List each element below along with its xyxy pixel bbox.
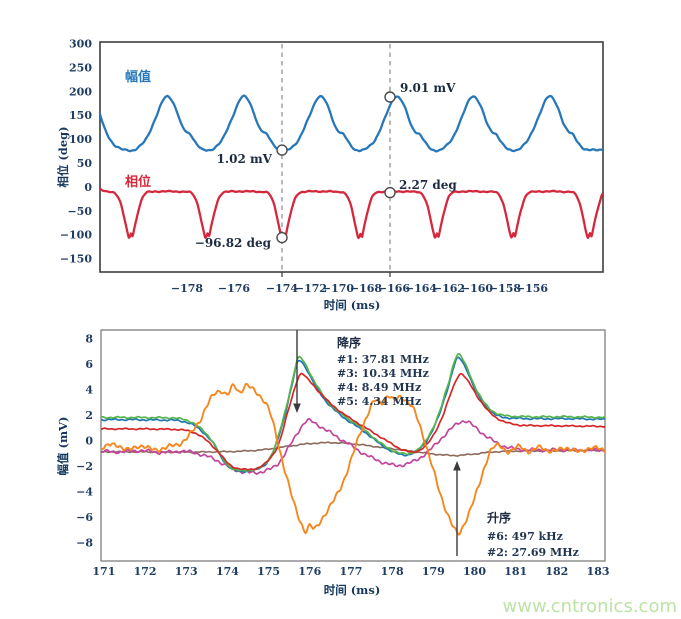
tick-label: 0 xyxy=(85,434,93,447)
marker-label-peak: 9.01 mV xyxy=(400,81,456,95)
marker-amplitude-peak-point xyxy=(384,91,396,103)
series-green xyxy=(101,353,605,473)
tick-label: 176 xyxy=(298,565,321,578)
ascending-item-2: #2: 27.69 MHz xyxy=(487,546,579,559)
descending-item-4: #5: 4.34 MHz xyxy=(337,395,421,408)
tick-label: 6 xyxy=(85,358,93,371)
tick-label: −162 xyxy=(433,282,465,295)
tick-label: −8 xyxy=(76,536,93,549)
tick-label: −150 xyxy=(60,253,93,266)
marker-phase-dip-point xyxy=(276,231,288,244)
tick-label: 171 xyxy=(92,565,115,578)
tick-label: −172 xyxy=(295,282,327,295)
tick-label: 50 xyxy=(77,157,93,170)
tick-label: −160 xyxy=(461,282,494,295)
descending-item-2: #3: 10.34 MHz xyxy=(337,367,429,380)
tick-label: 2 xyxy=(85,409,93,422)
series-phase xyxy=(100,187,603,240)
tick-label: 182 xyxy=(545,565,568,578)
top-series-curves xyxy=(100,94,603,240)
tick-label: −50 xyxy=(67,205,92,218)
tick-label: −176 xyxy=(218,282,251,295)
tick-label: −156 xyxy=(516,282,549,295)
descending-item-3: #4: 8.49 MHz xyxy=(337,381,421,394)
phase-series-label: 相位 xyxy=(125,174,151,190)
top-y-axis-title: 相位 (deg) xyxy=(56,126,70,187)
series-orange xyxy=(101,382,605,536)
tick-label: −6 xyxy=(76,511,93,524)
descending-item-1: #1: 37.81 MHz xyxy=(337,353,429,366)
ascending-arrow xyxy=(453,461,461,556)
tick-label: −178 xyxy=(171,282,204,295)
tick-label: 177 xyxy=(339,565,362,578)
top-chart: −178 −176 −174−172−170−168−166−164−162−160… xyxy=(56,37,604,312)
ascending-item-1: #6: 497 kHz xyxy=(487,530,563,543)
tick-label: 180 xyxy=(463,565,486,578)
top-axis-tick-labels: −178 −176 −174−172−170−168−166−164−162−160… xyxy=(60,37,549,295)
tick-label: 172 xyxy=(134,565,157,578)
tick-label: 4 xyxy=(85,383,93,396)
tick-label: −158 xyxy=(489,282,522,295)
descending-title: 降序 xyxy=(337,335,361,350)
marker-phase-top-point xyxy=(384,186,396,199)
tick-label: −174 xyxy=(266,282,299,295)
watermark: www.cntronics.com xyxy=(503,596,677,617)
bottom-plot-border xyxy=(100,329,606,562)
tick-label: 178 xyxy=(381,565,404,578)
bottom-chart: 171 172 173 174 175 176 177 178 179 180 181 182 183 8… xyxy=(56,329,610,597)
series-red xyxy=(101,372,605,471)
tick-label: 183 xyxy=(587,565,610,578)
tick-label: 8 xyxy=(85,332,93,345)
bottom-series-curves xyxy=(101,353,605,536)
series-magenta xyxy=(101,417,605,475)
tick-label: 179 xyxy=(422,565,445,578)
amplitude-series-label: 幅值 xyxy=(125,69,151,85)
series-amplitude xyxy=(100,94,603,153)
tick-label: 100 xyxy=(69,133,92,146)
bottom-x-axis-title: 时间 (ms) xyxy=(324,583,381,597)
tick-label: 181 xyxy=(504,565,527,578)
marker-label-phase-top: 2.27 deg xyxy=(399,178,457,192)
tick-label: −100 xyxy=(60,229,93,242)
tick-label: 200 xyxy=(69,85,92,98)
top-x-axis-title: 时间 (ms) xyxy=(324,298,381,312)
tick-label: −4 xyxy=(76,485,93,498)
tick-label: −164 xyxy=(405,282,438,295)
tick-label: 174 xyxy=(216,565,239,578)
tick-label: 0 xyxy=(84,181,92,194)
marker-label-trough: 1.02 mV xyxy=(217,152,273,166)
tick-label: −168 xyxy=(350,282,383,295)
marker-label-dip: −96.82 deg xyxy=(195,236,272,250)
bottom-y-axis-title: 幅值 (mV) xyxy=(56,417,70,476)
tick-label: 300 xyxy=(69,37,92,50)
ascending-title: 升序 xyxy=(487,510,511,525)
tick-label: −2 xyxy=(76,460,93,473)
tick-label: 250 xyxy=(69,61,92,74)
tick-label: −170 xyxy=(322,282,355,295)
bottom-axis-tick-labels: 171 172 173 174 175 176 177 178 179 180 181 182 183 8… xyxy=(76,332,609,578)
marker-amplitude-trough-point xyxy=(276,144,288,156)
tick-label: −166 xyxy=(378,282,411,295)
descending-arrow xyxy=(293,330,301,413)
tick-label: 173 xyxy=(175,565,198,578)
tick-label: 175 xyxy=(257,565,280,578)
top-plot-border xyxy=(99,41,604,273)
tick-label: 150 xyxy=(69,109,92,122)
